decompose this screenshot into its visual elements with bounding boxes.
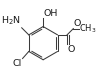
Text: H$_2$N: H$_2$N xyxy=(1,15,21,27)
Text: OH: OH xyxy=(44,9,58,18)
Text: CH$_3$: CH$_3$ xyxy=(79,22,97,35)
Text: O: O xyxy=(74,19,81,28)
Text: O: O xyxy=(68,45,75,54)
Text: Cl: Cl xyxy=(13,59,22,68)
